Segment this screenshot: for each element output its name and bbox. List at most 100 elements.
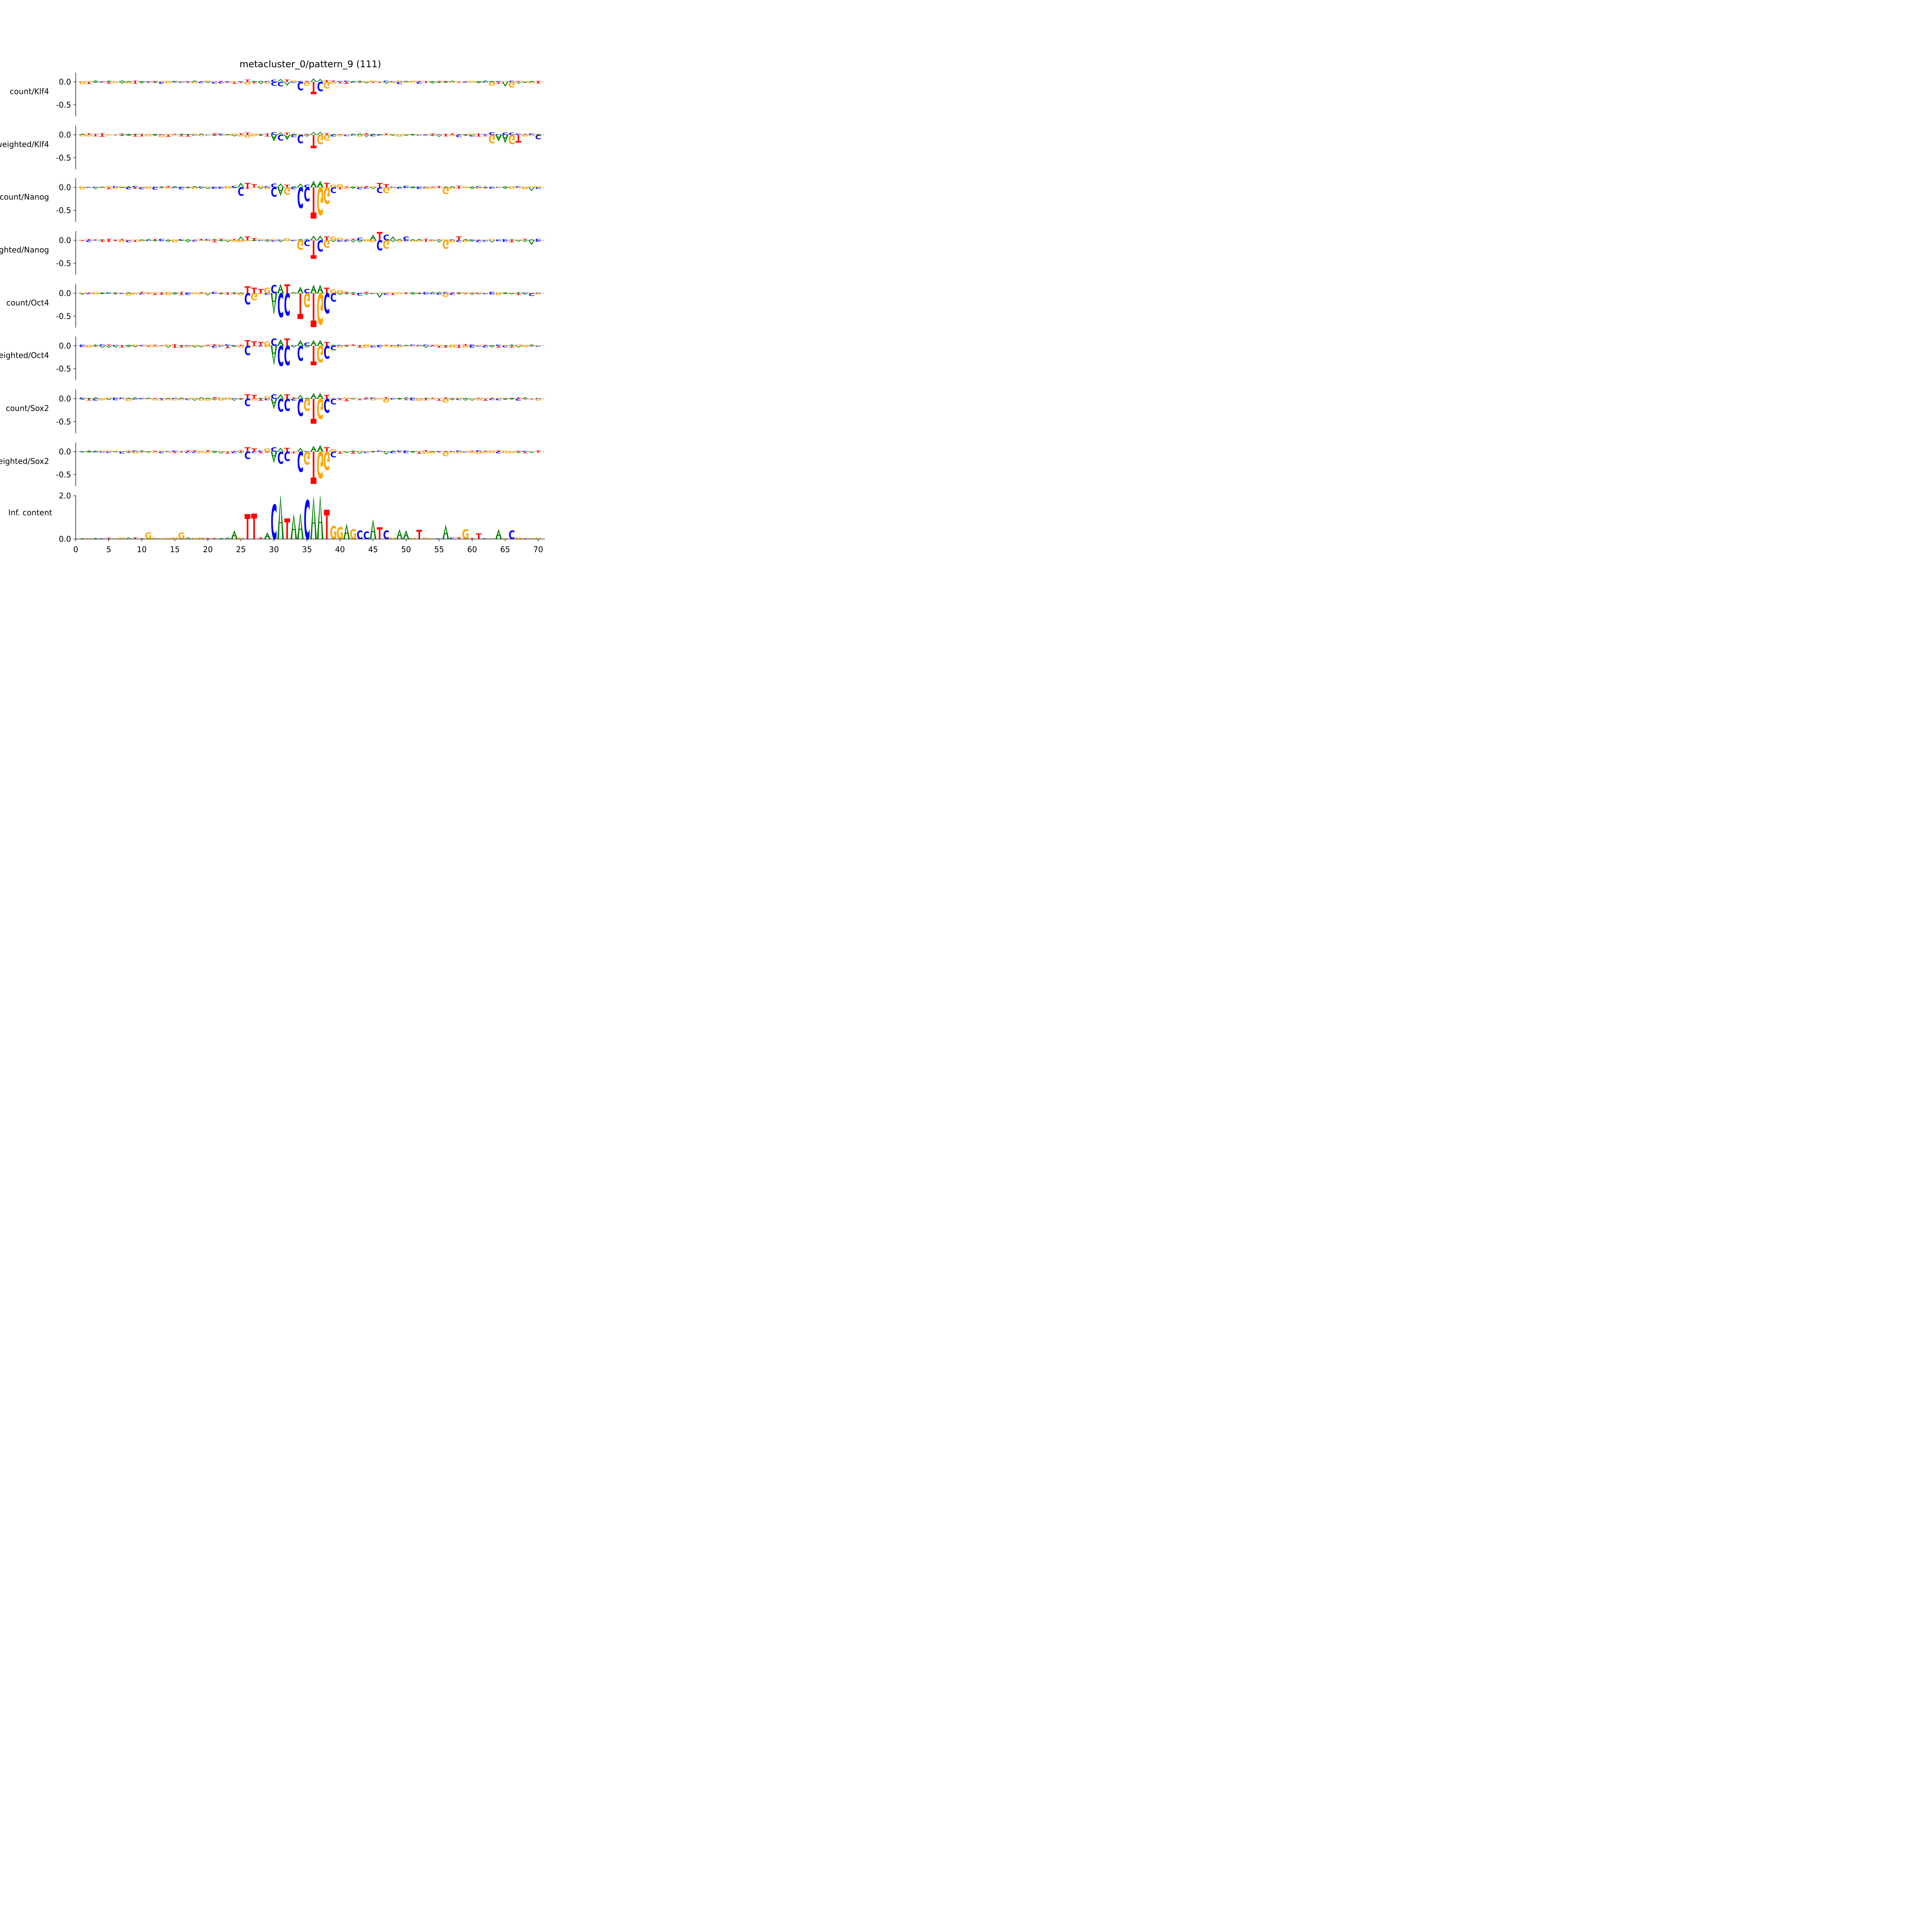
logo-letter-T: T bbox=[245, 187, 250, 189]
logo-letter-G: G bbox=[376, 397, 383, 399]
logo-letter-A bbox=[515, 82, 522, 84]
logo-letter-G: G bbox=[132, 293, 139, 294]
logo-letter-T: T bbox=[529, 345, 534, 347]
logo-letter-A bbox=[125, 134, 132, 136]
logo-letter-C: C bbox=[178, 187, 184, 190]
logo-letter-G: G bbox=[211, 81, 218, 82]
logo-letter-T: T bbox=[364, 186, 369, 188]
logo-letter-G: G bbox=[429, 240, 436, 242]
logo-letter-C: C bbox=[456, 398, 462, 400]
logo-letter-T: T bbox=[469, 538, 475, 539]
logo-letter-A bbox=[178, 345, 185, 346]
logo-letter-A bbox=[257, 81, 264, 82]
logo-letter-T: T bbox=[179, 451, 184, 453]
logo-letter-G: G bbox=[442, 397, 449, 403]
logo-letter-A bbox=[369, 187, 377, 189]
logo-letter-T: T bbox=[205, 345, 211, 346]
logo-letter-A bbox=[363, 293, 370, 295]
y-tick-label: -0.5 bbox=[56, 100, 71, 109]
logo-letter-C: C bbox=[522, 292, 528, 293]
logo-letter-G: G bbox=[356, 398, 363, 399]
logo-letter-G: G bbox=[132, 293, 139, 295]
logo-letter-C: C bbox=[416, 186, 422, 188]
logo-letter-C: C bbox=[271, 131, 277, 136]
logo-letter-A bbox=[509, 344, 515, 346]
logo-letter-G: G bbox=[316, 340, 323, 366]
logo-letter-T: T bbox=[185, 134, 191, 137]
logo-letter-G: G bbox=[429, 538, 436, 539]
logo-letter-T: T bbox=[185, 450, 191, 452]
logo-letter-A bbox=[522, 240, 528, 242]
logo-letter-C: C bbox=[390, 451, 396, 454]
logo-letter-G: G bbox=[456, 81, 463, 82]
logo-letter-G: G bbox=[416, 134, 423, 135]
logo-letter-G: G bbox=[350, 397, 357, 399]
logo-letter-C: C bbox=[112, 186, 118, 188]
logo-letter-C: C bbox=[211, 187, 218, 189]
logo-letter-C: C bbox=[92, 451, 99, 452]
logo-letter-A bbox=[495, 134, 502, 142]
logo-letter-T: T bbox=[106, 238, 112, 241]
logo-letter-T: T bbox=[330, 80, 336, 82]
logo-letter-T: T bbox=[436, 186, 442, 188]
logo-letter-G: G bbox=[204, 134, 211, 135]
logo-letter-C: C bbox=[463, 451, 469, 452]
logo-letter-A bbox=[198, 187, 205, 189]
logo-letter-A bbox=[277, 132, 284, 135]
logo-letter-G: G bbox=[383, 237, 389, 250]
logo-letter-C: C bbox=[258, 345, 264, 347]
logo-letter-A bbox=[350, 240, 357, 243]
logo-letter-C: C bbox=[436, 538, 442, 539]
logo-letter-G: G bbox=[145, 134, 152, 135]
logo-letter-G: G bbox=[535, 398, 542, 401]
logo-letter-T: T bbox=[119, 345, 125, 346]
logo-letter-T: T bbox=[225, 451, 231, 454]
logo-letter-C: C bbox=[363, 398, 369, 400]
logo-letter-C: C bbox=[119, 397, 125, 399]
logo-letter-C: C bbox=[291, 345, 297, 346]
logo-letter-G: G bbox=[257, 238, 264, 241]
logo-letter-G: G bbox=[356, 186, 363, 188]
logo-letter-T: T bbox=[284, 132, 291, 136]
logo-letter-T: T bbox=[211, 538, 217, 539]
logo-letter-C: C bbox=[482, 345, 488, 348]
logo-letter-G: G bbox=[290, 80, 297, 82]
logo-letter-G: G bbox=[224, 134, 231, 136]
logo-letter-G: G bbox=[316, 178, 323, 222]
logo-letter-C: C bbox=[291, 134, 297, 138]
logo-letter-T: T bbox=[258, 133, 264, 135]
logo-letter-T: T bbox=[436, 134, 442, 135]
logo-letter-T: T bbox=[179, 293, 185, 295]
logo-letter-C: C bbox=[297, 445, 303, 477]
logo-letter-C: C bbox=[423, 134, 429, 136]
logo-letter-G: G bbox=[502, 345, 509, 346]
logo-letter-G: G bbox=[198, 398, 205, 401]
logo-letter-C: C bbox=[251, 451, 257, 453]
logo-letter-C: C bbox=[535, 292, 541, 293]
logo-letter-G: G bbox=[422, 451, 429, 454]
logo-letter-A bbox=[370, 133, 376, 135]
y-tick-label: 0.0 bbox=[59, 130, 71, 139]
logo-letter-G: G bbox=[508, 292, 515, 293]
logo-letter-G: G bbox=[337, 524, 344, 543]
logo-letter-G: G bbox=[449, 451, 456, 454]
logo-letter-G: G bbox=[528, 82, 535, 84]
logo-letter-T: T bbox=[179, 451, 184, 452]
logo-letter-T: T bbox=[106, 240, 112, 242]
logo-letter-T: T bbox=[364, 397, 369, 399]
logo-letter-G: G bbox=[442, 450, 449, 457]
logo-letter-G: G bbox=[337, 184, 344, 189]
logo-letter-G: G bbox=[508, 451, 515, 454]
logo-letter-C: C bbox=[403, 187, 409, 188]
logo-letter-G: G bbox=[105, 185, 112, 188]
logo-letter-T: T bbox=[364, 291, 369, 294]
logo-letter-G: G bbox=[125, 81, 132, 84]
logo-letter-C: C bbox=[403, 236, 409, 242]
logo-letter-T: T bbox=[469, 451, 475, 452]
logo-letter-A bbox=[277, 496, 284, 539]
logo-letter-C: C bbox=[390, 186, 396, 187]
logo-letter-C: C bbox=[211, 293, 218, 294]
